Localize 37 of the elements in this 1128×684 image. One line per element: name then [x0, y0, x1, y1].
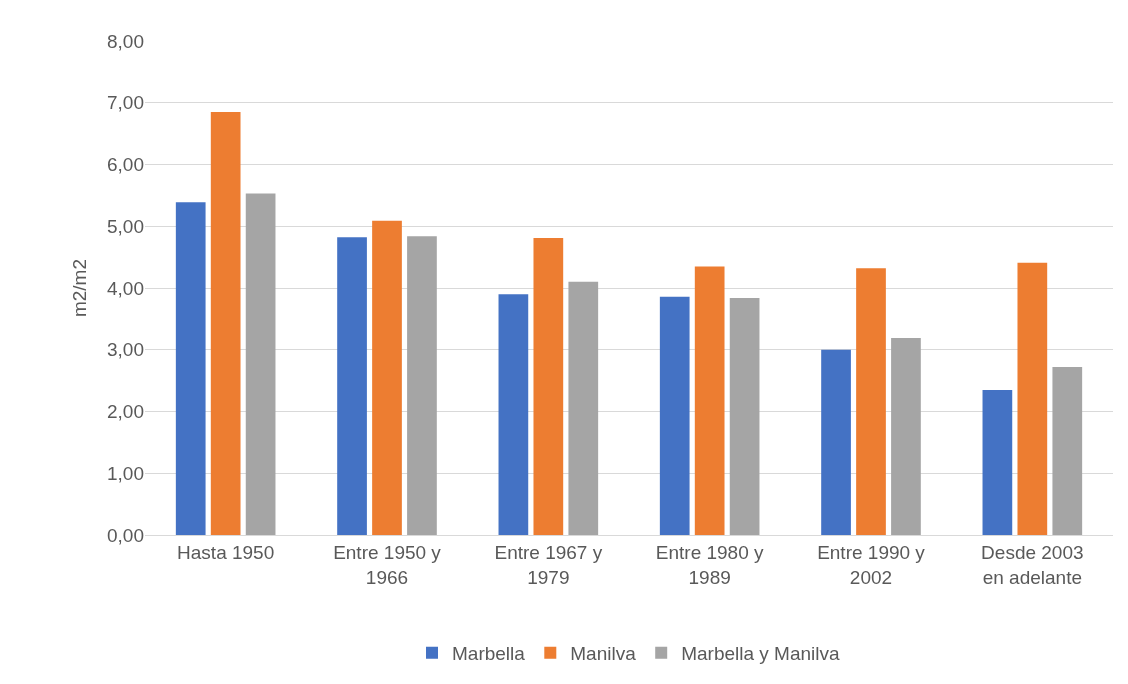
x-tick-label: Desde 2003 en adelante: [981, 541, 1084, 588]
y-tick-label: 0,00: [107, 524, 144, 546]
bar: [1052, 367, 1083, 535]
x-tick-label: Entre 1967 y 1979: [494, 541, 603, 588]
bar: [210, 112, 241, 535]
y-tick-label: 4,00: [107, 277, 144, 299]
y-tick-label: 2,00: [107, 401, 144, 423]
x-tick-label: Entre 1950 y 1966: [333, 541, 442, 588]
legend-label: Marbella: [452, 643, 526, 665]
y-tick-label: 3,00: [107, 339, 144, 361]
legend-label: Marbella y Manilva: [681, 643, 841, 665]
bar: [856, 268, 886, 535]
x-tick-label: Hasta 1950: [177, 541, 275, 563]
y-tick-label: 8,00: [107, 30, 144, 52]
bar: [498, 294, 529, 535]
bar: [821, 349, 851, 535]
bar: [694, 266, 725, 535]
bar: [372, 220, 402, 535]
bar: [1017, 262, 1048, 535]
bar: [245, 193, 276, 535]
bar: [982, 389, 1013, 535]
x-tick-label: Entre 1980 y 1989: [655, 541, 765, 588]
bar: [891, 338, 921, 535]
y-axis-title: m2/m2: [68, 258, 90, 318]
bar: [407, 236, 437, 535]
bar: [568, 281, 599, 535]
y-tick-label: 6,00: [107, 154, 144, 176]
bar: [337, 237, 367, 535]
bar: [659, 296, 690, 535]
y-tick-label: 1,00: [107, 462, 144, 484]
bar: [729, 297, 760, 535]
legend-label: Manilva: [570, 643, 637, 665]
y-tick-label: 7,00: [107, 92, 144, 114]
bar: [175, 202, 206, 535]
bar: [533, 237, 564, 535]
y-tick-label: 5,00: [107, 215, 144, 237]
x-tick-label: Entre 1990 y 2002: [817, 541, 926, 588]
